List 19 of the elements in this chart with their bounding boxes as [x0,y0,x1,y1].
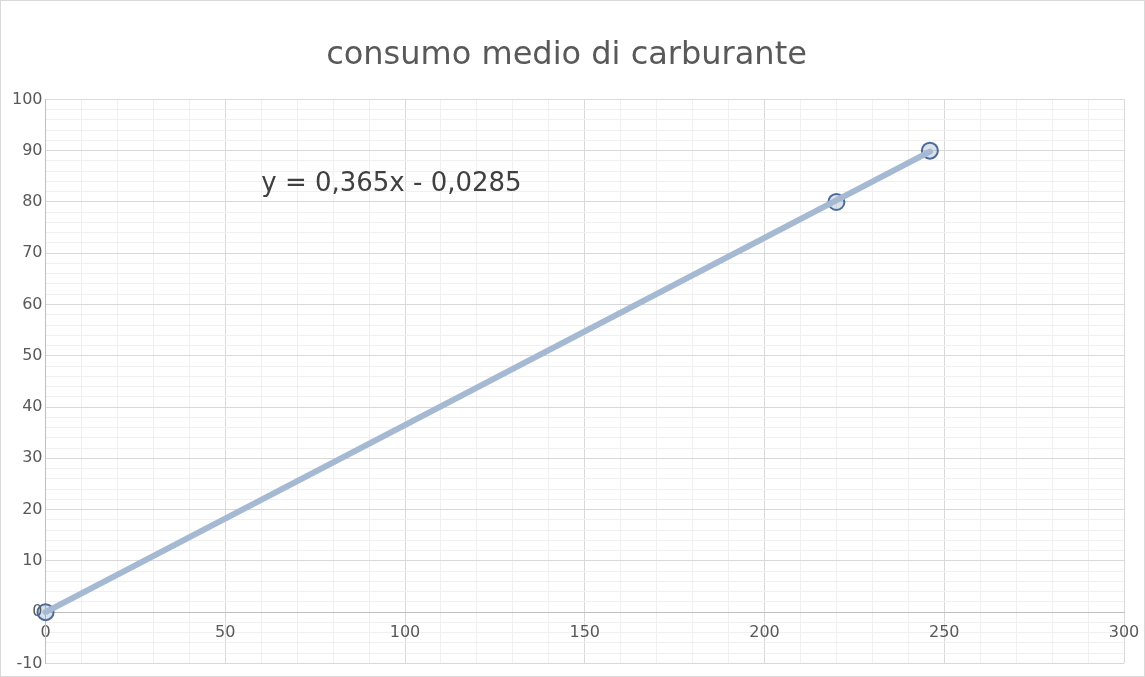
y-tick-label: -10 [16,652,43,672]
y-tick-label: 100 [11,88,43,108]
x-tick-label: 50 [215,621,236,641]
y-tick-label: 60 [22,293,43,313]
y-tick-label: 20 [22,498,43,518]
y-tick-label: 50 [22,344,43,364]
y-tick-label: 90 [22,139,43,159]
y-tick-label: 30 [22,447,43,467]
y-tick-label: 70 [22,242,43,262]
annotation: y = 0,365x - 0,0285 [261,166,522,197]
x-tick-label: 200 [749,621,780,641]
y-tick-label: 80 [22,191,43,211]
x-tick-label: 300 [1108,621,1140,641]
x-tick-label: 250 [928,621,960,641]
y-tick-label: 40 [22,396,43,416]
chart-title: consumo medio di carburante [326,33,807,72]
y-tick-label: 10 [22,550,43,570]
x-tick-label: 100 [389,621,421,641]
x-tick-label: 150 [569,621,601,641]
